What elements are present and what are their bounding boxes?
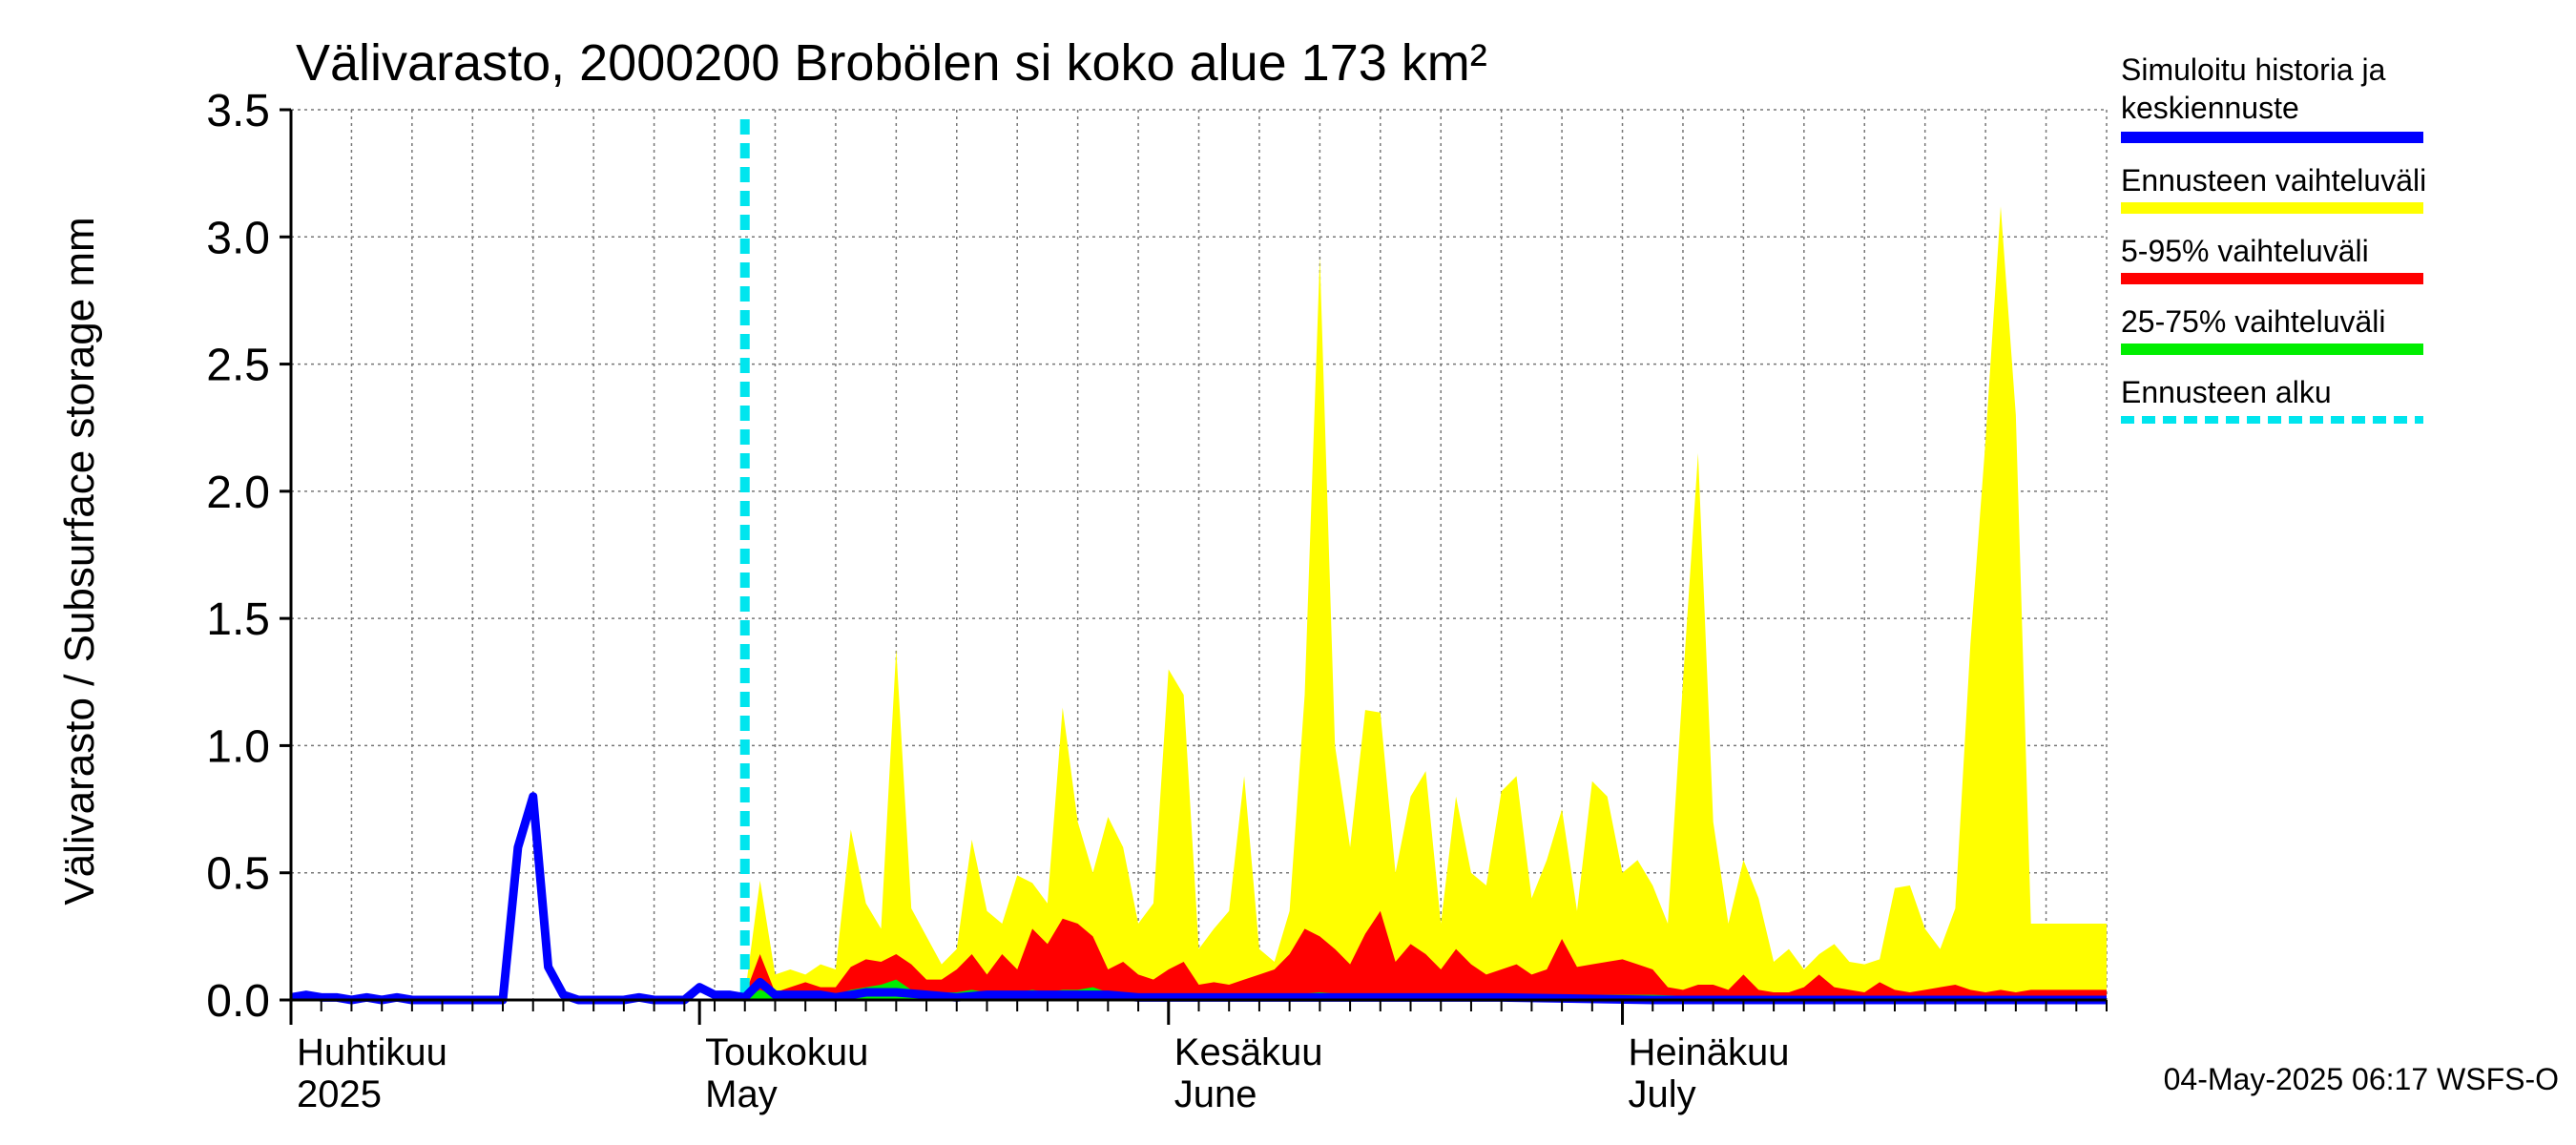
y-tick-label: 2.0: [206, 468, 270, 518]
x-month-label: Huhtikuu: [297, 1031, 447, 1073]
legend-label: keskiennuste: [2121, 91, 2299, 125]
x-month-label: Toukokuu: [705, 1031, 868, 1073]
y-tick-label: 0.5: [206, 849, 270, 900]
legend-label: Ennusteen vaihteluväli: [2121, 163, 2426, 198]
y-tick-label: 1.0: [206, 721, 270, 772]
y-tick-label: 2.5: [206, 341, 270, 391]
x-month-sublabel: June: [1174, 1073, 1257, 1115]
legend-label: 5-95% vaihteluväli: [2121, 234, 2369, 268]
legend-label: 25-75% vaihteluväli: [2121, 304, 2386, 339]
y-tick-label: 0.0: [206, 976, 270, 1027]
x-month-label: Kesäkuu: [1174, 1031, 1323, 1073]
footer-timestamp: 04-May-2025 06:17 WSFS-O: [2164, 1062, 2559, 1096]
x-month-sublabel: July: [1629, 1073, 1696, 1115]
range-5-95-area: [744, 910, 2107, 1000]
y-tick-label: 3.0: [206, 213, 270, 263]
y-tick-label: 1.5: [206, 594, 270, 645]
y-axis-label: Välivarasto / Subsurface storage mm: [56, 217, 103, 905]
x-month-sublabel: May: [705, 1073, 778, 1115]
y-tick-label: 3.5: [206, 86, 270, 136]
forecast-range-area: [744, 206, 2107, 1001]
legend-label: Simuloitu historia ja: [2121, 52, 2386, 87]
legend: Simuloitu historia ja keskiennuste Ennuste…: [2121, 52, 2426, 424]
x-month-sublabel: 2025: [297, 1073, 382, 1115]
legend-label: Ennusteen alku: [2121, 375, 2332, 409]
x-month-label: Heinäkuu: [1629, 1031, 1790, 1073]
chart-title: Välivarasto, 2000200 Brobölen si koko al…: [296, 34, 1487, 92]
